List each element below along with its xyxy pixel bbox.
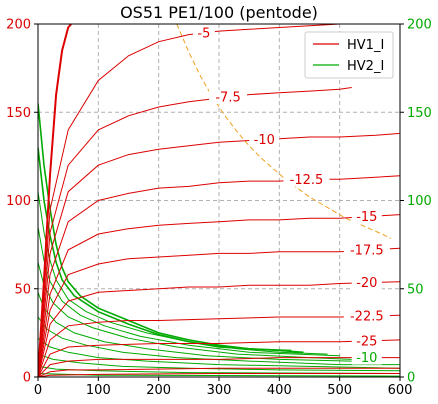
- curve-label-text: -7.5: [215, 91, 240, 106]
- screen-curve-label-text: -10: [356, 351, 377, 366]
- y-right-tick-label: 200: [407, 18, 432, 33]
- hv2-curve: [38, 373, 400, 377]
- x-tick-label: 400: [267, 383, 292, 398]
- legend-label-hv1: HV1_I: [347, 38, 384, 53]
- hv1-curve: [38, 357, 400, 377]
- screen-curve-label: -10: [351, 350, 382, 366]
- curve-label-text: -5: [197, 26, 210, 41]
- hv1-curve: [38, 314, 400, 377]
- curve-label: -5: [192, 25, 215, 41]
- hv1-curve: [38, 373, 400, 377]
- curve-label: -17.5: [343, 243, 390, 259]
- hv2-curve: [38, 353, 400, 372]
- hv1-curve: [38, 247, 400, 377]
- x-tick-label: 100: [86, 383, 111, 398]
- hv2-curve: [38, 103, 292, 352]
- y-left-tick-label: 150: [6, 106, 31, 121]
- hv1-curve: [38, 339, 400, 377]
- hv1-curve: [38, 281, 400, 377]
- hv2-curve: [38, 262, 352, 360]
- curve-label: -10: [249, 132, 280, 148]
- hv1-curve: [38, 24, 340, 377]
- x-tick-label: 300: [207, 383, 232, 398]
- curve-label: -22.5: [343, 309, 390, 325]
- curve-label-text: -15: [356, 210, 377, 225]
- chart-title: OS51 PE1/100 (pentode): [120, 3, 318, 22]
- y-right-tick-label: 50: [407, 282, 424, 297]
- curve-label: -7.5: [209, 90, 248, 106]
- hv1-curve: [38, 132, 400, 377]
- x-tick-label: 500: [327, 383, 352, 398]
- curve-labels: -5 -7.5 -10 -12.5 -15 -17.5 -20 -22.5 -25 -10: [192, 25, 390, 366]
- curve-label-text: -10: [254, 133, 275, 148]
- hv2-curve: [38, 147, 304, 354]
- y-left-tick-label: 0: [23, 371, 31, 386]
- curve-label-text: -12.5: [290, 173, 324, 188]
- y-left-tick-label: 50: [14, 282, 31, 297]
- curve-label: -12.5: [283, 172, 330, 188]
- hv1-series: [38, 24, 400, 377]
- hv1-curve: [38, 87, 352, 377]
- curve-label-text: -17.5: [350, 244, 384, 259]
- hv2-curve: [38, 191, 328, 355]
- x-tick-label: 0: [34, 383, 42, 398]
- y-left-tick-label: 100: [6, 194, 31, 209]
- curve-label-text: -22.5: [350, 310, 384, 325]
- axis-ticks: 0 100 200 300 400 500 600050100150200050100150…: [6, 18, 432, 399]
- hv1-curve: [38, 214, 400, 377]
- hv2-curve: [38, 365, 400, 374]
- curve-label-text: -25: [356, 334, 377, 349]
- grid: [38, 24, 400, 377]
- x-tick-label: 600: [388, 383, 413, 398]
- x-tick-label: 200: [146, 383, 171, 398]
- y-right-tick-label: 100: [407, 194, 432, 209]
- legend-label-hv2: HV2_I: [347, 59, 384, 74]
- hv1-curve-steep: [38, 24, 72, 377]
- y-right-tick-label: 0: [407, 371, 415, 386]
- hv2-curve: [38, 316, 400, 366]
- hv1-curve: [38, 367, 400, 377]
- legend: HV1_I HV2_I: [304, 31, 394, 79]
- y-right-tick-label: 150: [407, 106, 432, 121]
- hv2-curve: [38, 226, 340, 357]
- curve-label-text: -20: [356, 276, 377, 291]
- y-left-tick-label: 200: [6, 18, 31, 33]
- curve-label: -25: [351, 333, 382, 349]
- curve-label: -15: [351, 209, 382, 225]
- curve-label: -20: [351, 275, 382, 291]
